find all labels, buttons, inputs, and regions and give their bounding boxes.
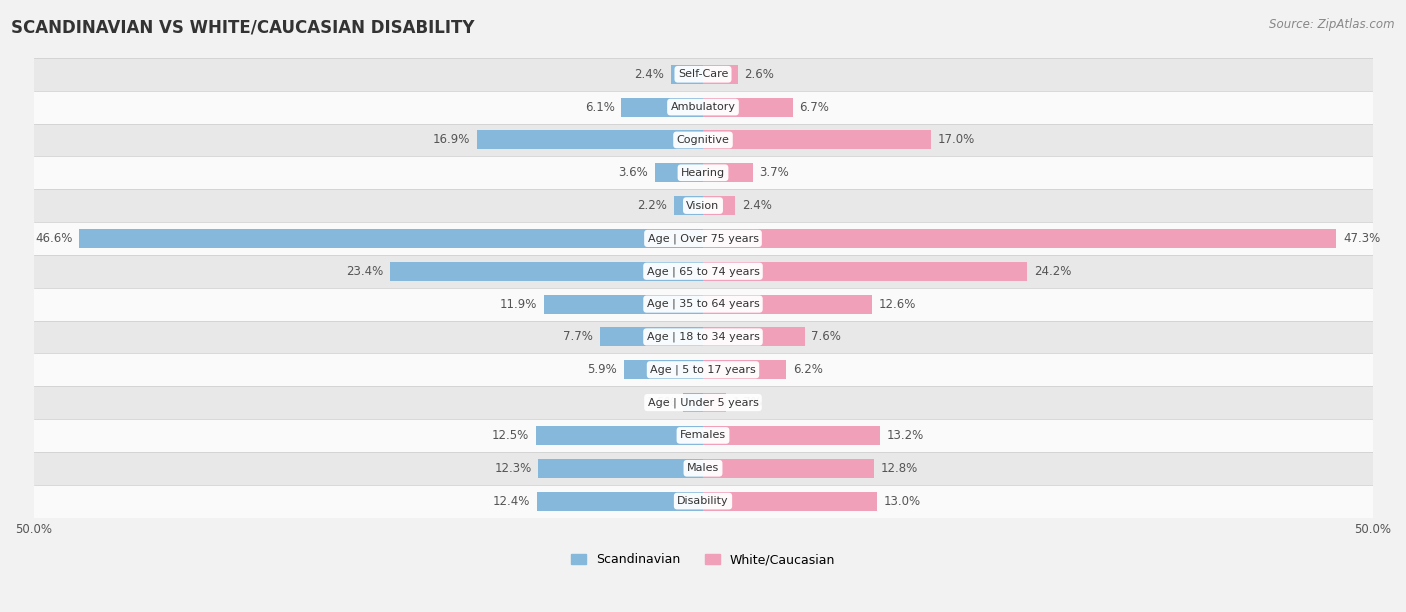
Bar (34, 255, 1372, 288)
Bar (34, 156, 1372, 189)
Text: SCANDINAVIAN VS WHITE/CAUCASIAN DISABILITY: SCANDINAVIAN VS WHITE/CAUCASIAN DISABILI… (11, 18, 475, 36)
Text: Females: Females (681, 430, 725, 441)
Text: Age | 35 to 64 years: Age | 35 to 64 years (647, 299, 759, 309)
Text: 13.2%: 13.2% (886, 429, 924, 442)
Text: Source: ZipAtlas.com: Source: ZipAtlas.com (1270, 18, 1395, 31)
Text: 2.4%: 2.4% (634, 68, 664, 81)
Bar (544, 294, 703, 313)
Text: 23.4%: 23.4% (346, 265, 382, 278)
Bar (703, 459, 875, 478)
Text: 11.9%: 11.9% (499, 297, 537, 311)
Bar (536, 426, 703, 445)
Text: 5.9%: 5.9% (588, 364, 617, 376)
Bar (703, 360, 786, 379)
Text: 17.0%: 17.0% (938, 133, 974, 146)
Bar (703, 294, 872, 313)
Text: 6.2%: 6.2% (793, 364, 823, 376)
Bar (34, 91, 1372, 124)
Text: 7.7%: 7.7% (564, 330, 593, 343)
Bar (703, 229, 1336, 248)
Text: 3.7%: 3.7% (759, 166, 789, 179)
Text: 46.6%: 46.6% (35, 232, 72, 245)
Text: 12.6%: 12.6% (879, 297, 915, 311)
Bar (34, 222, 1372, 255)
Bar (389, 262, 703, 281)
Bar (600, 327, 703, 346)
Text: 7.6%: 7.6% (811, 330, 841, 343)
Bar (671, 65, 703, 84)
Bar (79, 229, 703, 248)
Bar (703, 97, 793, 117)
Bar (624, 360, 703, 379)
Bar (703, 327, 804, 346)
Text: 13.0%: 13.0% (884, 494, 921, 507)
Text: 24.2%: 24.2% (1033, 265, 1071, 278)
Bar (34, 353, 1372, 386)
Bar (655, 163, 703, 182)
Text: 12.3%: 12.3% (495, 462, 531, 475)
Bar (477, 130, 703, 149)
Text: Vision: Vision (686, 201, 720, 211)
Bar (34, 485, 1372, 518)
Text: Males: Males (688, 463, 718, 473)
Text: 2.2%: 2.2% (637, 199, 666, 212)
Bar (34, 321, 1372, 353)
Text: Disability: Disability (678, 496, 728, 506)
Bar (34, 452, 1372, 485)
Text: 1.5%: 1.5% (647, 396, 676, 409)
Text: 6.7%: 6.7% (800, 100, 830, 114)
Bar (34, 386, 1372, 419)
Text: 47.3%: 47.3% (1343, 232, 1381, 245)
Text: 16.9%: 16.9% (433, 133, 470, 146)
Text: 2.6%: 2.6% (745, 68, 775, 81)
Bar (703, 163, 752, 182)
Bar (34, 58, 1372, 91)
Text: Hearing: Hearing (681, 168, 725, 177)
Bar (703, 491, 877, 510)
Text: 12.8%: 12.8% (882, 462, 918, 475)
Bar (703, 393, 725, 412)
Bar (703, 426, 880, 445)
Bar (683, 393, 703, 412)
Bar (621, 97, 703, 117)
Bar (703, 130, 931, 149)
Text: 1.7%: 1.7% (733, 396, 762, 409)
Text: 2.4%: 2.4% (742, 199, 772, 212)
Text: Age | Over 75 years: Age | Over 75 years (648, 233, 758, 244)
Text: 12.5%: 12.5% (492, 429, 529, 442)
Bar (34, 419, 1372, 452)
Text: Cognitive: Cognitive (676, 135, 730, 145)
Legend: Scandinavian, White/Caucasian: Scandinavian, White/Caucasian (565, 548, 841, 571)
Text: Self-Care: Self-Care (678, 69, 728, 80)
Bar (703, 65, 738, 84)
Bar (34, 189, 1372, 222)
Text: 3.6%: 3.6% (619, 166, 648, 179)
Text: 6.1%: 6.1% (585, 100, 614, 114)
Bar (703, 196, 735, 215)
Bar (673, 196, 703, 215)
Text: Ambulatory: Ambulatory (671, 102, 735, 112)
Bar (34, 124, 1372, 156)
Bar (538, 459, 703, 478)
Bar (537, 491, 703, 510)
Text: Age | 5 to 17 years: Age | 5 to 17 years (650, 365, 756, 375)
Text: 12.4%: 12.4% (494, 494, 530, 507)
Bar (34, 288, 1372, 321)
Text: Age | 65 to 74 years: Age | 65 to 74 years (647, 266, 759, 277)
Text: Age | 18 to 34 years: Age | 18 to 34 years (647, 332, 759, 342)
Text: Age | Under 5 years: Age | Under 5 years (648, 397, 758, 408)
Bar (703, 262, 1026, 281)
